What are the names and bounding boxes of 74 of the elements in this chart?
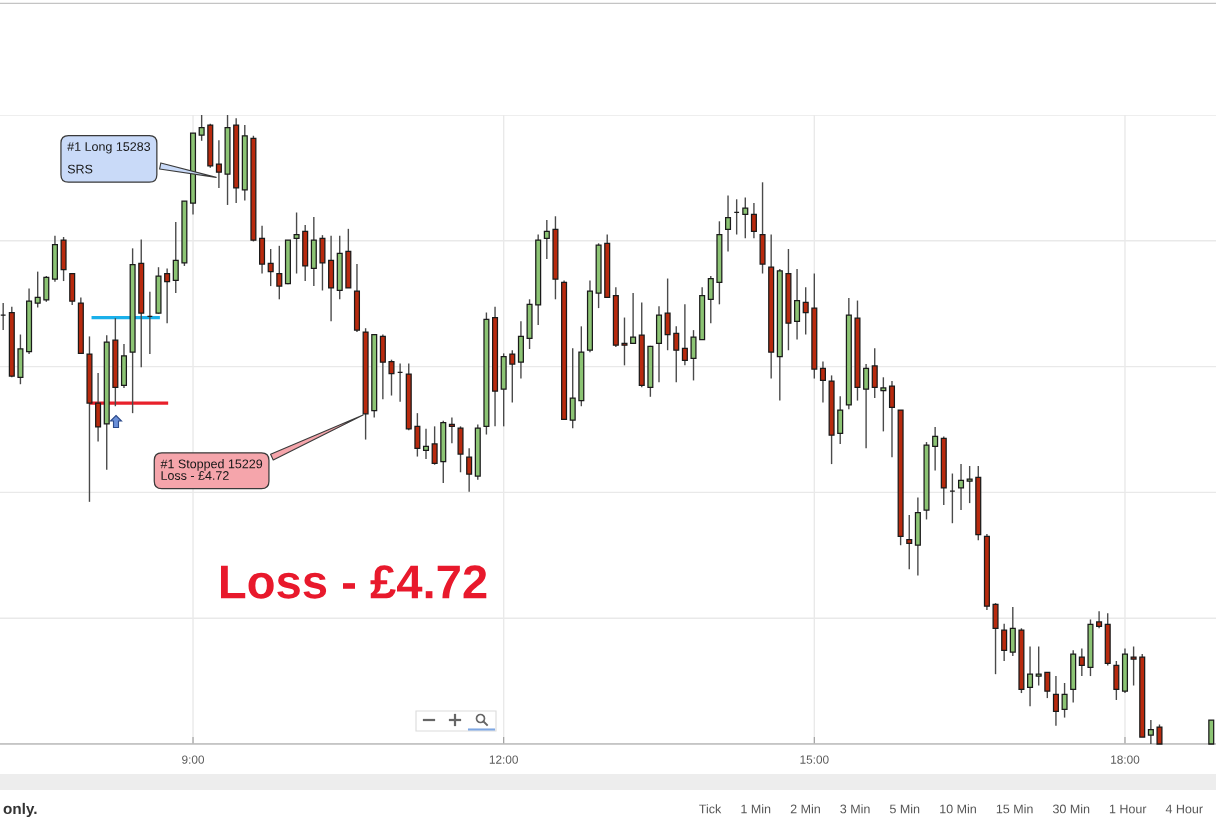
candlestick [966, 465, 973, 504]
candlestick [794, 268, 801, 341]
candlestick [871, 347, 878, 399]
text: 4 Hour [1165, 804, 1203, 814]
candlestick [742, 196, 749, 239]
candlestick [569, 347, 576, 429]
candlestick [1156, 723, 1163, 745]
candlestick [1061, 682, 1068, 719]
text: 1 Min [741, 804, 771, 814]
text: only. [3, 802, 37, 818]
x-tick-label: 12:00 [489, 755, 518, 764]
candlestick [43, 275, 50, 303]
candlestick [172, 221, 179, 294]
candlestick [1096, 610, 1103, 629]
candlestick [1147, 719, 1154, 745]
candlestick [863, 363, 870, 450]
annotation: Loss - £4.72 [221, 565, 487, 599]
candlestick [164, 267, 171, 324]
candlestick [673, 325, 680, 384]
candlestick [802, 286, 809, 336]
candlestick [1035, 645, 1042, 687]
candlestick [1001, 623, 1008, 662]
candlestick [837, 395, 844, 445]
candlestick [690, 329, 697, 382]
candlestick [431, 425, 438, 466]
candlestick [215, 139, 222, 189]
candlestick [1052, 675, 1059, 727]
text: 5 Min [889, 804, 920, 814]
candlestick [198, 114, 205, 142]
candlestick [992, 602, 999, 675]
candlestick [466, 447, 473, 493]
text: 1 Hour [1109, 804, 1147, 814]
candlestick [414, 412, 421, 458]
candlestick [1078, 647, 1085, 677]
candlestick [422, 428, 430, 460]
candlestick [681, 303, 688, 367]
candlestick [750, 202, 757, 239]
candlestick [509, 349, 516, 404]
candlestick [630, 292, 637, 345]
candlestick [276, 245, 283, 300]
candlestick [724, 194, 732, 253]
candlestick [34, 270, 41, 309]
candlestick [707, 275, 714, 324]
candlestick [888, 380, 896, 458]
candlestick [1009, 606, 1016, 657]
candlestick [819, 360, 826, 404]
candlestick [267, 248, 274, 287]
candlestick [543, 219, 550, 260]
candlestick [621, 316, 628, 367]
candlestick [880, 376, 887, 433]
text: 10 Min [940, 804, 976, 814]
text: Tick [699, 804, 722, 814]
candlestick [1027, 645, 1034, 707]
x-tick-label: 15:00 [800, 755, 829, 764]
candlestick [448, 416, 455, 445]
candlestick [388, 358, 395, 397]
text: 3 Min [840, 804, 870, 814]
candlestick [1208, 719, 1215, 745]
candlestick [1044, 671, 1051, 699]
text: 15 Min [996, 804, 1033, 814]
candlestick [1113, 660, 1120, 701]
candlestick [95, 372, 102, 443]
text: 2 Min [790, 804, 820, 814]
annotation: #1 Stopped 15229 Loss - £4.72 [160, 459, 263, 480]
candlestick [906, 514, 913, 570]
annotation: #1 Long 15283 SRS [67, 142, 151, 174]
candlestick [293, 211, 300, 275]
text: 30 Min [1052, 804, 1090, 814]
candlestick [932, 426, 939, 472]
candlestick [664, 277, 671, 351]
candlestick [957, 463, 965, 511]
candlestick [1130, 645, 1137, 687]
x-tick-label: 18:00 [1111, 755, 1140, 764]
x-tick-label: 9:00 [182, 755, 205, 764]
